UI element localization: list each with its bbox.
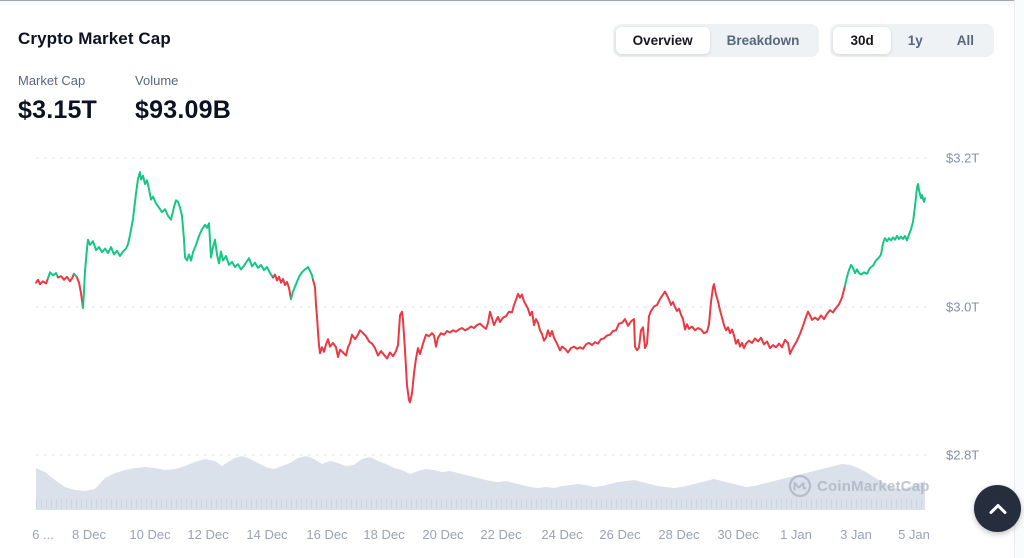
market-stats: Market Cap $3.15T Volume $93.09B: [18, 73, 231, 125]
x-axis-label: 28 Dec: [658, 527, 700, 542]
range-toggle: 30d 1y All: [830, 24, 994, 57]
x-axis-label: 14 Dec: [246, 527, 288, 542]
x-axis-label: 10 Dec: [129, 527, 171, 542]
price-line-down: [272, 273, 292, 301]
price-line-down: [35, 277, 49, 286]
tab-overview[interactable]: Overview: [615, 27, 710, 54]
x-axis-label: 16 Dec: [306, 527, 348, 542]
page-title: Crypto Market Cap: [18, 29, 171, 48]
x-axis-label: 18 Dec: [363, 527, 405, 542]
price-line-up: [47, 271, 59, 280]
range-30d[interactable]: 30d: [833, 27, 891, 54]
volume-label: Volume: [135, 73, 179, 88]
watermark-text: CoinMarketCap: [817, 477, 930, 495]
navigator-tick-strip[interactable]: [36, 499, 926, 509]
market-cap-label: Market Cap: [18, 73, 86, 88]
price-line-down: [57, 272, 75, 283]
stat-market-cap: Market Cap $3.15T: [18, 73, 97, 125]
x-axis-label: 8 Dec: [72, 527, 106, 542]
y-axis-label: $3.2T: [946, 150, 980, 166]
scroll-to-top-button[interactable]: [974, 485, 1021, 532]
stat-volume: Volume $93.09B: [135, 73, 231, 125]
window-top-edge: [0, 0, 1024, 1]
scrollbar-track[interactable]: [1014, 0, 1024, 558]
market-cap-value: $3.15T: [18, 96, 98, 124]
price-line-down: [76, 276, 84, 309]
x-axis-label: 22 Dec: [480, 527, 522, 542]
volume-value: $93.09B: [135, 96, 231, 124]
x-axis-label: 6 ...: [32, 527, 54, 542]
page-top-strip: [0, 1, 1024, 5]
chart-controls: Overview Breakdown 30d 1y All: [612, 24, 994, 57]
x-axis-label: 1 Jan: [780, 527, 812, 542]
x-axis-label: 30 Dec: [717, 527, 759, 542]
x-axis-label: 12 Dec: [187, 527, 229, 542]
navigator-area[interactable]: [36, 456, 925, 510]
coinmarketcap-watermark: CoinMarketCap: [788, 474, 930, 498]
x-axis-label: 3 Jan: [840, 527, 872, 542]
x-axis-label: 20 Dec: [422, 527, 464, 542]
coinmarketcap-logo-icon: [788, 474, 812, 498]
view-toggle: Overview Breakdown: [612, 24, 820, 57]
chevron-up-icon: [989, 503, 1006, 514]
price-line-up: [844, 183, 926, 287]
x-axis-label: 24 Dec: [541, 527, 583, 542]
price-line-up: [82, 171, 274, 309]
x-axis-label: 5 Jan: [898, 527, 930, 542]
range-all[interactable]: All: [956, 33, 974, 48]
price-line-up: [290, 266, 314, 301]
x-axis-label: 26 Dec: [599, 527, 641, 542]
y-axis-label: $2.8T: [946, 447, 980, 463]
tab-breakdown[interactable]: Breakdown: [726, 33, 800, 48]
price-line-down: [312, 278, 846, 404]
range-1y[interactable]: 1y: [907, 33, 923, 48]
y-axis-label: $3.0T: [946, 299, 980, 315]
